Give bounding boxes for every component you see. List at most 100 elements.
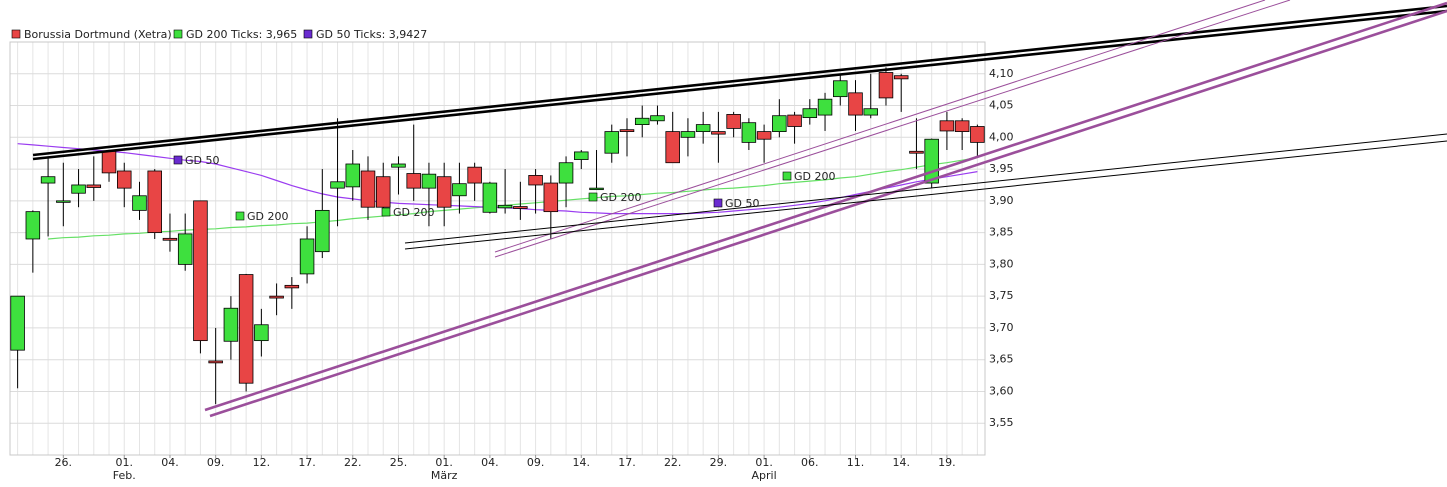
candle-body — [817, 98, 833, 116]
y-tick-label: 3,60 — [989, 384, 1014, 397]
x-tick-label: 01. — [755, 456, 773, 469]
candle-body — [848, 92, 863, 116]
candle-body — [634, 117, 650, 126]
candle-body — [741, 122, 757, 143]
annotation-label: GD 50 — [185, 154, 220, 167]
candle-body — [924, 138, 939, 184]
x-tick-label: 14. — [892, 456, 910, 469]
legend-label: GD 200 Ticks: 3,965 — [186, 28, 297, 41]
x-tick-label: 29. — [710, 456, 728, 469]
candle-body — [40, 176, 56, 184]
x-tick-label: 01. — [116, 456, 134, 469]
trend-line — [494, 0, 1266, 253]
candle-body — [802, 108, 818, 119]
candle-body — [436, 176, 452, 208]
annotation-label: GD 200 — [393, 206, 435, 219]
x-tick-label: 09. — [207, 456, 225, 469]
x-tick-label: 25. — [390, 456, 408, 469]
y-tick-label: 3,95 — [989, 162, 1014, 175]
x-tick-label: 11. — [847, 456, 865, 469]
x-tick-label: 26. — [55, 456, 73, 469]
legend-label: Borussia Dortmund (Xetra) — [24, 28, 172, 41]
candle-body — [375, 176, 391, 208]
legend-label: GD 50 Ticks: 3,9427 — [316, 28, 427, 41]
candle-body — [970, 126, 985, 143]
trend-line — [204, 1, 1447, 412]
candle-body — [193, 200, 208, 342]
x-tick-label: 14. — [573, 456, 591, 469]
candle-body — [574, 151, 589, 160]
x-month-label: April — [752, 469, 777, 482]
candle-body — [543, 182, 559, 213]
candle-body — [787, 114, 802, 127]
trend-line — [404, 140, 1447, 250]
candle-body — [254, 324, 269, 342]
candle-body — [421, 173, 437, 189]
trend-lines — [32, 0, 1447, 418]
trend-line — [32, 4, 1447, 157]
annotation-marker — [713, 198, 723, 208]
candle-body — [711, 131, 726, 135]
candle-body — [147, 170, 162, 234]
candle-body — [665, 131, 680, 164]
candle-body — [878, 72, 894, 99]
candle-body — [528, 175, 543, 186]
candle-body — [909, 150, 924, 154]
y-tick-label: 4,00 — [989, 130, 1014, 143]
candle-body — [756, 131, 772, 140]
x-tick-label: 09. — [527, 456, 545, 469]
x-tick-label: 04. — [161, 456, 179, 469]
y-tick-label: 4,05 — [989, 99, 1014, 112]
annotation-marker — [173, 155, 183, 165]
candle-body — [650, 115, 665, 122]
candle-body — [284, 284, 300, 289]
candle-body — [25, 211, 41, 240]
grid — [9, 41, 986, 458]
legend-marker — [173, 29, 183, 39]
x-tick-label: 17. — [618, 456, 636, 469]
y-tick-label: 3,85 — [989, 226, 1014, 239]
candle-body — [452, 183, 467, 197]
candle-body — [299, 238, 315, 275]
candle-body — [833, 80, 848, 98]
candle-body — [513, 206, 528, 209]
candle-body — [467, 166, 482, 184]
y-tick-label: 3,70 — [989, 321, 1014, 334]
candle-body — [345, 163, 361, 188]
trend-line — [404, 133, 1447, 244]
trend-line — [494, 0, 1291, 258]
annotation-label: GD 200 — [794, 170, 836, 183]
y-tick-label: 3,80 — [989, 257, 1014, 270]
plot-frame — [9, 41, 986, 456]
candle-body — [177, 233, 193, 265]
x-tick-label: 22. — [344, 456, 362, 469]
candle-body — [56, 200, 71, 203]
candle-body — [589, 187, 604, 191]
annotation-marker — [588, 192, 598, 202]
candle-body — [330, 181, 345, 189]
trend-line — [32, 9, 1447, 161]
candle-body — [238, 274, 254, 384]
candle-body — [117, 170, 132, 189]
x-tick-label: 12. — [253, 456, 271, 469]
legend-marker — [303, 29, 313, 39]
trend-line — [209, 9, 1447, 418]
candle-body — [695, 124, 711, 132]
candle-body — [604, 131, 620, 154]
annotation-label: GD 200 — [600, 191, 642, 204]
candle-body — [680, 131, 696, 138]
annotation-marker — [782, 171, 792, 181]
candle-body — [71, 184, 86, 194]
candle-body — [269, 295, 284, 299]
candle-body — [893, 75, 909, 80]
candle-body — [223, 307, 239, 342]
labels: 3,55 3,60 3,65 3,70 3,75 3,80 3,85 3,90 3,95 4,00… — [11, 28, 1014, 482]
x-tick-label: 01. — [435, 456, 453, 469]
x-month-label: März — [431, 469, 458, 482]
candle-body — [86, 184, 102, 188]
candle-body — [208, 360, 223, 364]
marks — [10, 67, 985, 405]
candle-body — [391, 163, 406, 168]
candle-body — [132, 195, 147, 211]
candle-body — [726, 114, 741, 129]
